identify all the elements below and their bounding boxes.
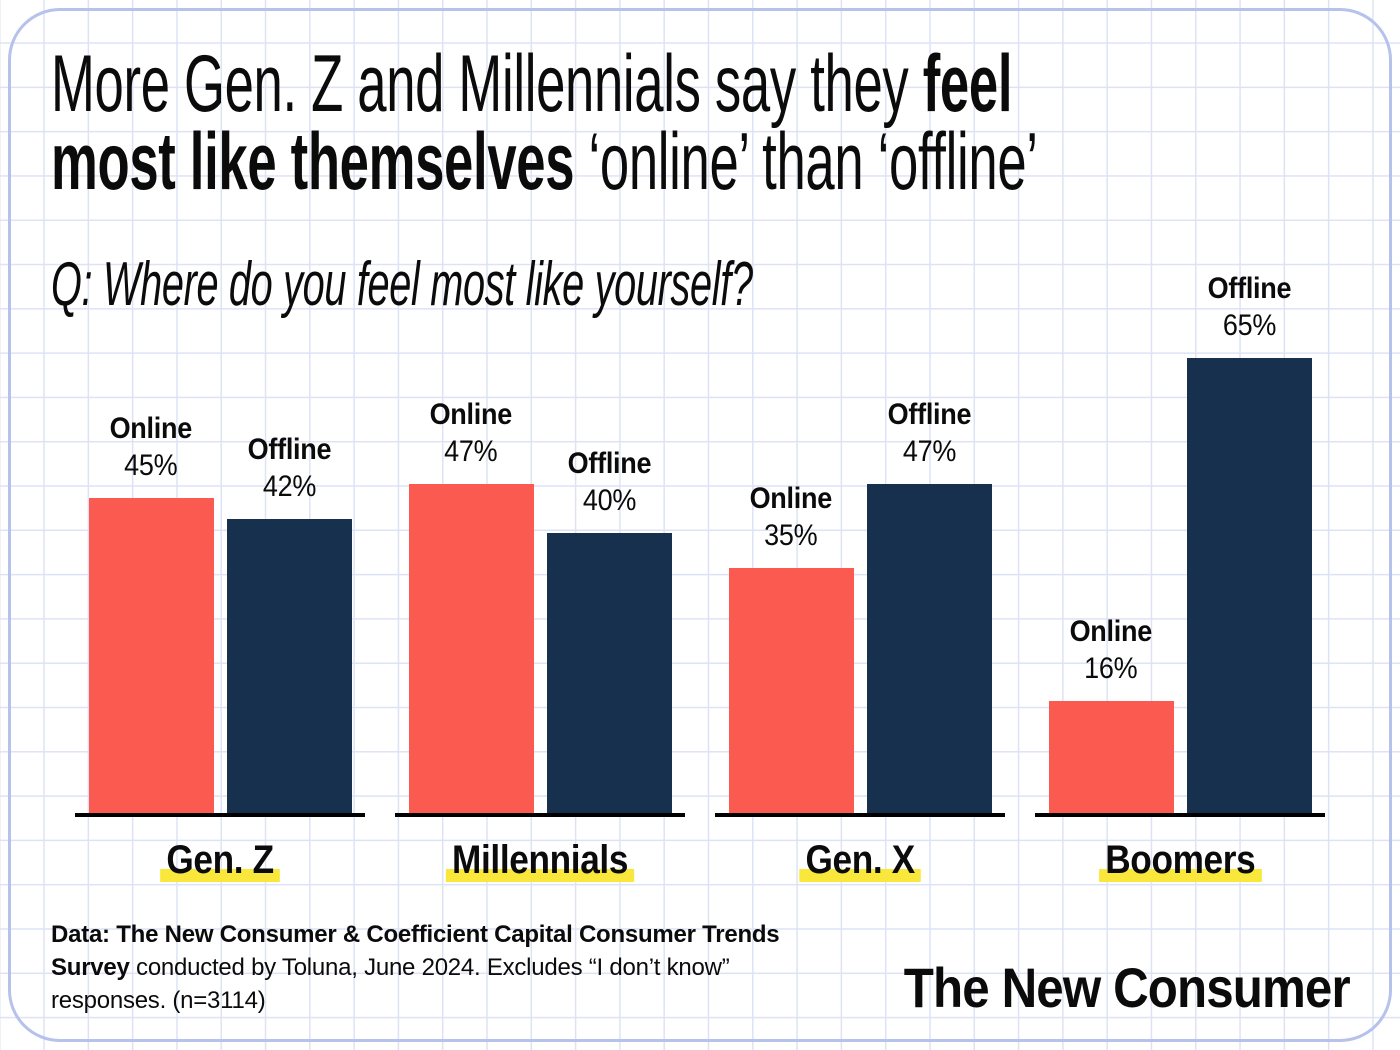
bar-series-name: Online [429, 398, 513, 431]
bar-offline-gen-z [226, 519, 352, 813]
bar-label-online-millennials: Online 47% [429, 396, 513, 470]
category-label-row: Millennials [395, 837, 685, 883]
bar-label-online-boomers: Online 16% [1069, 613, 1153, 687]
bars-gen-x: Online 35% Offline 47% [715, 280, 1005, 817]
survey-question: Q: Where do you feel most like yourself? [51, 250, 753, 319]
title-bold-text: most like themselves [51, 117, 575, 207]
bar-offline-millennials [546, 533, 672, 813]
category-label-millennials: Millennials [445, 837, 635, 883]
bar-column-online-millennials: Online 47% [408, 396, 534, 813]
category-label-row: Gen. Z [75, 837, 365, 883]
bar-series-name: Online [109, 412, 193, 445]
chart-title: More Gen. Z and Millennials say they fee… [51, 44, 1038, 203]
category-label-gen-x: Gen. X [799, 837, 921, 883]
bar-value: 45% [124, 449, 178, 482]
bar-value: 42% [262, 470, 316, 503]
bars-millennials: Online 47% Offline 40% [395, 280, 685, 817]
bar-label-offline-gen-x: Offline 47% [887, 396, 971, 470]
category-text: Millennials [451, 838, 629, 882]
bar-offline-gen-x [866, 484, 992, 813]
bar-series-name: Offline [1207, 272, 1291, 305]
bar-value: 47% [444, 435, 498, 468]
bars-boomers: Online 16% Offline 65% [1035, 272, 1325, 817]
source-note: Data: The New Consumer & Coefficient Cap… [51, 918, 780, 1017]
bar-offline-boomers [1186, 358, 1312, 813]
category-label-gen-z: Gen. Z [160, 837, 280, 883]
category-label-boomers: Boomers [1098, 837, 1262, 883]
chart-group-millennials: Online 47% Offline 40% Millennials [395, 280, 685, 883]
bar-online-millennials [408, 484, 534, 813]
category-text: Gen. X [805, 838, 915, 882]
title-bold-text: feel [922, 39, 1013, 129]
chart-group-gen-x: Online 35% Offline 47% Gen. X [715, 280, 1005, 883]
bar-column-offline-boomers: Offline 65% [1186, 270, 1312, 813]
category-highlight [160, 869, 280, 882]
category-highlight [1098, 869, 1262, 882]
bar-column-online-boomers: Online 16% [1048, 613, 1174, 813]
bar-label-offline-boomers: Offline 65% [1207, 270, 1291, 344]
bar-value: 16% [1084, 652, 1138, 685]
category-label-row: Boomers [1035, 837, 1325, 883]
bar-label-offline-gen-z: Offline 42% [247, 431, 331, 505]
bar-label-online-gen-z: Online 45% [109, 410, 193, 484]
title-regular-text: ‘online’ than ‘offline’ [574, 117, 1038, 207]
bar-column-offline-gen-x: Offline 47% [866, 396, 992, 813]
bar-value: 40% [582, 484, 636, 517]
bar-column-online-gen-x: Online 35% [728, 480, 854, 813]
bar-series-name: Offline [247, 433, 331, 466]
bar-column-offline-gen-z: Offline 42% [226, 431, 352, 813]
bar-series-name: Online [749, 482, 833, 515]
category-highlight [445, 869, 635, 882]
category-text: Boomers [1104, 838, 1256, 882]
bar-online-gen-z [88, 498, 214, 813]
chart-group-gen-z: Online 45% Offline 42% Gen. Z [75, 280, 365, 883]
source-note-line-2: Survey conducted by Toluna, June 2024. E… [51, 954, 730, 981]
bar-column-online-gen-z: Online 45% [88, 410, 214, 813]
bar-series-name: Offline [887, 398, 971, 431]
source-note-line-1: Data: The New Consumer & Coefficient Cap… [51, 921, 780, 948]
brand-logo: The New Consumer [904, 956, 1351, 1019]
bar-online-boomers [1048, 701, 1174, 813]
category-highlight [799, 869, 921, 882]
chart-group-boomers: Online 16% Offline 65% Boomers [1035, 272, 1325, 883]
bar-chart: Online 45% Offline 42% Gen. Z Online 47% Offlin… [75, 272, 1325, 883]
title-line-1: More Gen. Z and Millennials say they fee… [51, 44, 1038, 125]
title-line-2: most like themselves ‘online’ than ‘offl… [51, 122, 1038, 203]
bar-series-name: Offline [567, 447, 651, 480]
bars-gen-z: Online 45% Offline 42% [75, 280, 365, 817]
bar-column-offline-millennials: Offline 40% [546, 445, 672, 813]
category-text: Gen. Z [166, 838, 274, 882]
bar-series-name: Online [1069, 615, 1153, 648]
title-regular-text: More Gen. Z and Millennials say they [51, 39, 923, 129]
source-note-line-3: responses. (n=3114) [51, 987, 266, 1014]
bar-label-online-gen-x: Online 35% [749, 480, 833, 554]
bar-online-gen-x [728, 568, 854, 813]
bar-value: 35% [764, 519, 818, 552]
category-label-row: Gen. X [715, 837, 1005, 883]
bar-value: 47% [902, 435, 956, 468]
bar-value: 65% [1222, 309, 1276, 342]
bar-label-offline-millennials: Offline 40% [567, 445, 651, 519]
